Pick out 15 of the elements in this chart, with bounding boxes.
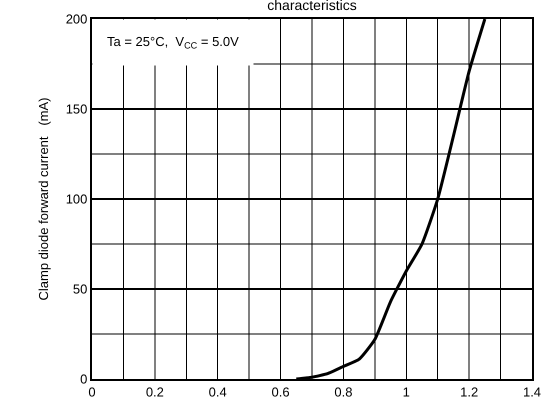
y-tick-label: 150 bbox=[66, 102, 88, 117]
y-tick-label: 100 bbox=[66, 192, 88, 207]
x-tick-label: 0.8 bbox=[334, 384, 352, 400]
x-tick-label: 0.4 bbox=[208, 384, 227, 400]
y-tick-label: 50 bbox=[72, 282, 88, 297]
x-tick-label: 1 bbox=[402, 384, 410, 400]
x-tick-label: 0.2 bbox=[146, 384, 164, 400]
x-tick-label: 0.6 bbox=[272, 384, 290, 400]
chart-title: characteristics bbox=[267, 0, 357, 13]
annotation: Ta = 25°C, V$_{CC}$ = 5.0V bbox=[107, 34, 240, 51]
x-tick-label: 1.2 bbox=[460, 384, 478, 400]
y-tick-label: 200 bbox=[66, 12, 88, 27]
y-axis-title: Clamp diode forward current (mA) bbox=[36, 97, 52, 301]
x-tick-label: 1.4 bbox=[522, 384, 542, 400]
y-tick-label: 0 bbox=[80, 372, 88, 387]
